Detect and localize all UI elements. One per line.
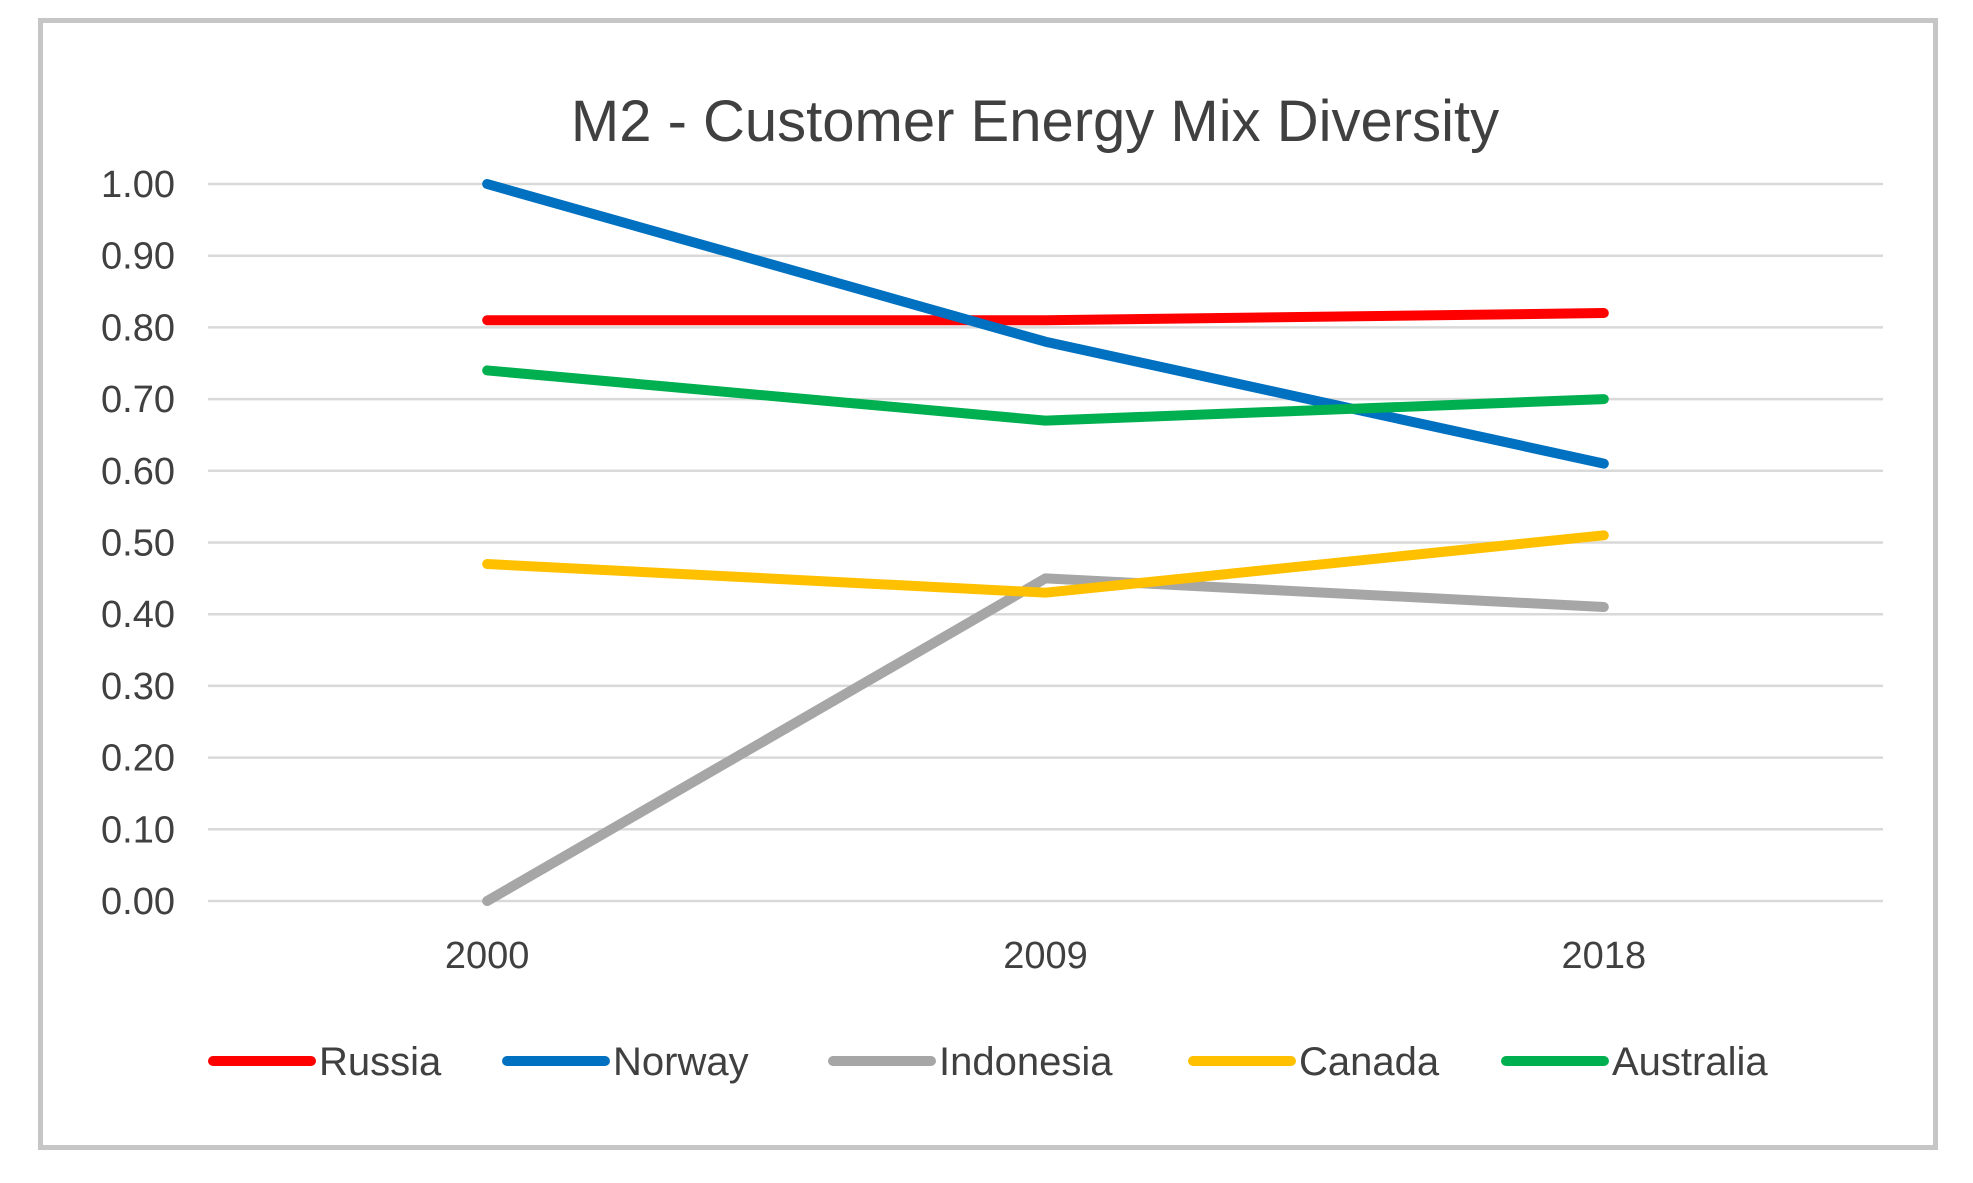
- legend-label: Norway: [613, 1040, 749, 1084]
- series-lines: [482, 179, 1609, 906]
- legend-item-norway: Norway: [502, 1040, 749, 1084]
- y-tick-label: 0.00: [101, 881, 175, 923]
- y-tick-label: 0.20: [101, 738, 175, 780]
- legend: Russia Norway Indonesia Canada Australia: [208, 1040, 1768, 1084]
- y-tick-label: 0.40: [101, 594, 175, 636]
- x-tick-label: 2018: [1562, 935, 1647, 977]
- series-line-norway: [482, 179, 1609, 469]
- y-tick-label: 0.30: [101, 666, 175, 708]
- series-line-indonesia: [482, 573, 1609, 906]
- y-axis-ticks: 0.00 0.10 0.20 0.30 0.40 0.50 0.60 0.70 0.80 0.90…: [101, 164, 175, 923]
- series-line-russia: [482, 308, 1609, 326]
- legend-label: Australia: [1612, 1040, 1768, 1084]
- chart-title: M2 - Customer Energy Mix Diversity: [571, 89, 1499, 154]
- series-line-australia: [482, 365, 1609, 426]
- y-tick-label: 0.90: [101, 236, 175, 278]
- legend-item-russia: Russia: [208, 1040, 442, 1084]
- y-tick-label: 0.80: [101, 307, 175, 349]
- y-tick-label: 1.00: [101, 164, 175, 206]
- y-tick-label: 0.70: [101, 379, 175, 421]
- x-tick-label: 2000: [445, 935, 530, 977]
- chart-frame: M2 - Customer Energy Mix Diversity 0.00 0…: [38, 18, 1938, 1150]
- legend-item-canada: Canada: [1188, 1040, 1440, 1084]
- legend-label: Indonesia: [939, 1040, 1113, 1084]
- gridlines: [208, 182, 1883, 903]
- series-line-canada: [482, 530, 1609, 598]
- x-tick-label: 2009: [1003, 935, 1088, 977]
- x-axis-ticks: 2000 2009 2018: [445, 935, 1646, 977]
- y-tick-label: 0.50: [101, 523, 175, 565]
- y-tick-label: 0.10: [101, 809, 175, 851]
- legend-label: Russia: [319, 1040, 442, 1084]
- legend-item-australia: Australia: [1501, 1040, 1768, 1084]
- line-chart: M2 - Customer Energy Mix Diversity 0.000…: [101, 89, 1883, 1084]
- legend-label: Canada: [1299, 1040, 1440, 1084]
- y-tick-label: 0.60: [101, 451, 175, 493]
- legend-item-indonesia: Indonesia: [828, 1040, 1113, 1084]
